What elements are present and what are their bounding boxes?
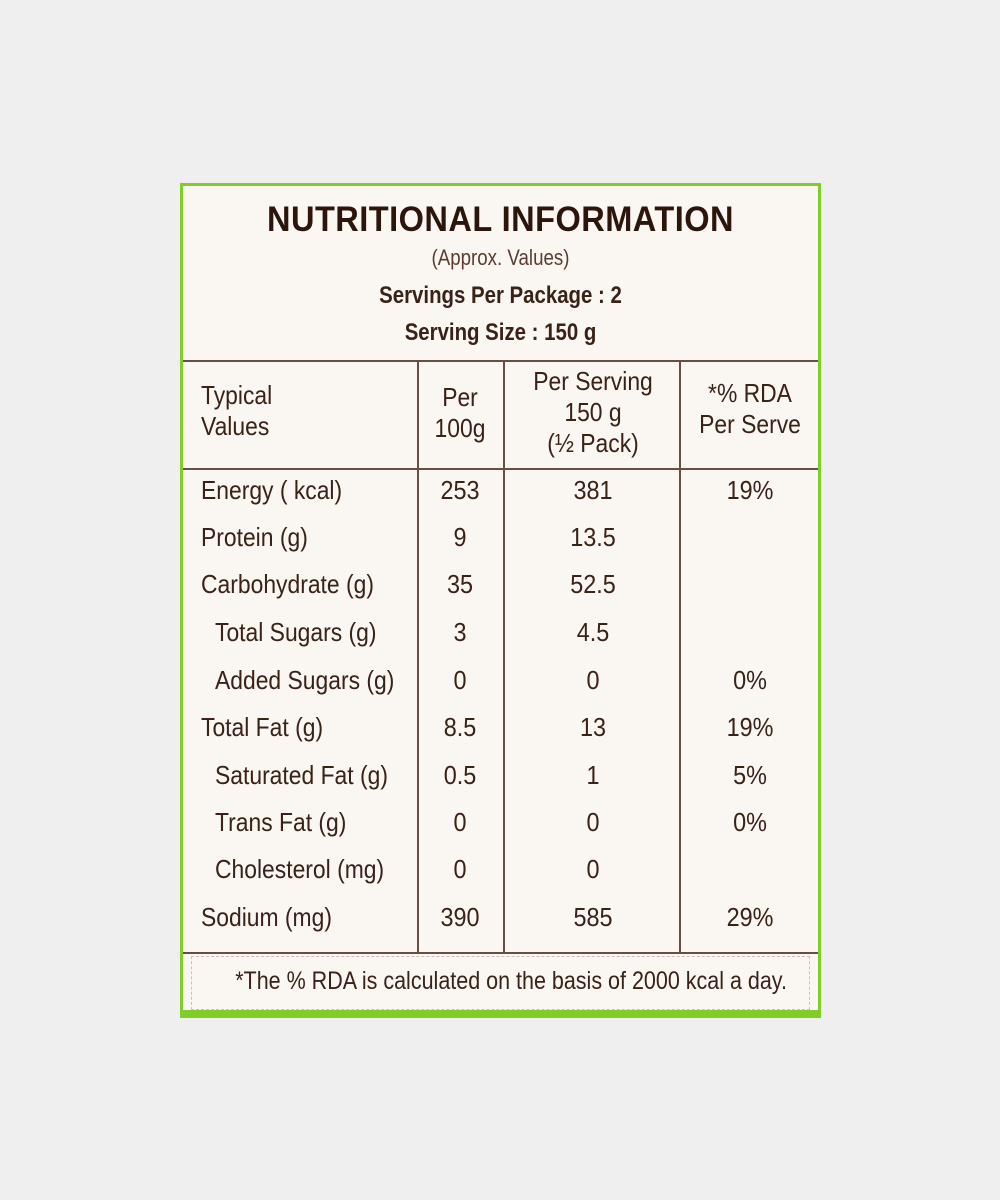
header-line: (½ Pack) — [547, 428, 639, 459]
header-typical-values: Typical Values — [201, 380, 272, 442]
label-title: NUTRITIONAL INFORMATION — [267, 200, 734, 239]
row-serving-protein: 13.5 — [570, 522, 616, 552]
header-line: Per Serve — [699, 409, 801, 440]
header-line: 100g — [434, 413, 486, 444]
header-line: Typical — [201, 380, 273, 410]
row-label-added-sugars: Added Sugars (g) — [215, 665, 395, 695]
row-serving-carbohydrate: 52.5 — [570, 569, 616, 599]
header-per-serving: Per Serving 150 g (½ Pack) — [516, 366, 671, 460]
row-label-total-fat: Total Fat (g) — [201, 712, 324, 742]
header-line: Per Serving — [533, 366, 653, 396]
column-divider — [679, 362, 681, 952]
header-line: *% RDA — [708, 378, 792, 408]
nutrition-label-body: NUTRITIONAL INFORMATION (Approx. Values)… — [183, 186, 818, 1010]
rda-footnote: *The % RDA is calculated on the basis of… — [235, 967, 787, 995]
row-rda-saturated-fat: 5% — [733, 760, 767, 790]
header-line: Per — [442, 382, 478, 412]
row-label-energy: Energy ( kcal) — [201, 475, 343, 505]
row-serving-trans-fat: 0 — [586, 807, 600, 837]
row-serving-added-sugars: 0 — [586, 665, 600, 695]
row-per100-energy: 253 — [440, 475, 480, 505]
row-label-sodium: Sodium (mg) — [201, 902, 332, 932]
row-serving-cholesterol: 0 — [586, 854, 600, 884]
row-per100-saturated-fat: 0.5 — [443, 760, 477, 790]
table-bottom-border — [183, 952, 818, 954]
row-label-protein: Protein (g) — [201, 522, 308, 552]
column-divider — [417, 362, 419, 952]
row-serving-saturated-fat: 1 — [586, 760, 600, 790]
nutrition-label: NUTRITIONAL INFORMATION (Approx. Values)… — [180, 183, 821, 1018]
row-label-total-sugars: Total Sugars (g) — [215, 617, 377, 647]
row-rda-trans-fat: 0% — [733, 807, 767, 837]
row-rda-total-fat: 19% — [726, 712, 774, 742]
header-line: Values — [201, 411, 270, 442]
label-subtitle: (Approx. Values) — [431, 245, 570, 270]
label-header: NUTRITIONAL INFORMATION (Approx. Values)… — [183, 186, 818, 360]
footnote-box: *The % RDA is calculated on the basis of… — [191, 956, 810, 1010]
row-label-carbohydrate: Carbohydrate (g) — [201, 569, 374, 599]
header-divider — [183, 468, 818, 470]
serving-size: Serving Size : 150 g — [404, 319, 597, 346]
row-serving-sodium: 585 — [573, 902, 613, 932]
row-label-saturated-fat: Saturated Fat (g) — [215, 760, 388, 790]
row-rda-sodium: 29% — [726, 902, 774, 932]
row-serving-energy: 381 — [573, 475, 613, 505]
row-per100-total-sugars: 3 — [453, 617, 467, 647]
row-per100-carbohydrate: 35 — [446, 569, 474, 599]
column-divider — [503, 362, 505, 952]
row-per100-total-fat: 8.5 — [443, 712, 477, 742]
row-serving-total-fat: 13 — [579, 712, 607, 742]
row-rda-energy: 19% — [726, 475, 774, 505]
row-label-cholesterol: Cholesterol (mg) — [215, 854, 385, 884]
row-per100-cholesterol: 0 — [453, 854, 467, 884]
row-label-trans-fat: Trans Fat (g) — [215, 807, 347, 837]
row-per100-sodium: 390 — [440, 902, 480, 932]
row-rda-added-sugars: 0% — [733, 665, 767, 695]
header-per-100g: Per 100g — [424, 382, 496, 444]
row-serving-total-sugars: 4.5 — [576, 617, 610, 647]
row-per100-trans-fat: 0 — [453, 807, 467, 837]
row-per100-added-sugars: 0 — [453, 665, 467, 695]
header-rda: *% RDA Per Serve — [689, 378, 810, 440]
servings-per-package: Servings Per Package : 2 — [379, 282, 622, 309]
nutrition-table: Typical Values Per 100g Per Serving 150 … — [183, 360, 818, 954]
header-line: 150 g — [564, 397, 622, 428]
row-per100-protein: 9 — [453, 522, 467, 552]
